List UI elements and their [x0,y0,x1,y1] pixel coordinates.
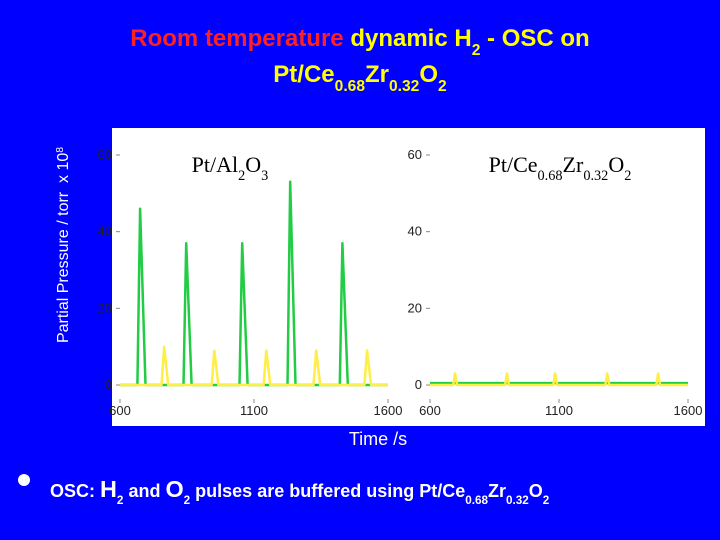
text-part: 0.68 [335,78,366,95]
slide-title: Pt/Ce0.68Zr0.32O2 [273,61,447,95]
bullet-dot [18,474,30,486]
text-part: O [245,152,261,177]
text-part: 2 [543,494,550,507]
x-tick-label: 1600 [674,403,703,418]
data-line [120,180,388,387]
text-part: 2 [184,494,191,507]
text-part: Zr [488,481,506,501]
y-tick-label: 20 [408,300,422,315]
text-part: 3 [261,168,268,184]
text-part: 2 [438,78,447,95]
data-line [430,372,688,387]
y-tick-label: 40 [98,224,112,239]
text-part: O [529,481,543,501]
text-part: Pt/Ce [489,152,538,177]
text-part: - OSC on [480,25,589,52]
y-tick-label: 20 [98,300,112,315]
text-part: Zr [563,152,584,177]
y-tick-label: 0 [105,377,112,392]
text-part: 0.32 [506,494,529,507]
x-tick-label: 600 [419,403,441,418]
x-tick-label: 1600 [374,403,403,418]
text-part: Pt/Ce [273,61,334,88]
text-part: 0.68 [465,494,488,507]
text-part: Partial Pressure / torr x 10 [55,153,72,343]
text-part: 0.32 [389,78,420,95]
x-tick-label: 600 [109,403,131,418]
y-tick-label: 40 [408,224,422,239]
text-part: H [100,476,117,502]
y-tick-label: 0 [415,377,422,392]
panel-title: Pt/Ce0.68Zr0.32O2 [489,152,632,184]
data-line [120,345,388,387]
text-part: 2 [472,42,481,59]
x-tick-label: 1100 [545,403,573,418]
text-part: 2 [238,168,245,184]
y-axis-label: Partial Pressure / torr x 108 [55,147,73,343]
text-part: 0.32 [583,168,608,184]
x-axis-label: Time /s [349,429,407,449]
text-part: pulses are buffered using Pt/Ce [190,481,465,501]
y-tick-label: 60 [98,147,112,162]
text-part: 8 [55,147,66,153]
y-tick-label: 60 [408,147,422,162]
text-part: OSC: [50,481,100,501]
text-part: 0.68 [538,168,563,184]
text-part: 2 [117,494,124,507]
text-part: Room temperature [130,25,343,52]
text-part: Pt/Al [192,152,238,177]
text-part: and [123,481,165,501]
panel-title: Pt/Al2O3 [192,152,269,184]
text-part: O [165,476,183,502]
text-part: 2 [624,168,631,184]
text-part: Zr [365,61,389,88]
text-part: O [419,61,438,88]
text-part: dynamic H [344,25,472,52]
x-tick-label: 1100 [240,403,268,418]
slide-title: Room temperature dynamic H2 - OSC on [130,25,589,59]
text-part: O [608,152,624,177]
bullet-text: OSC: H2 and O2 pulses are buffered using… [50,476,550,507]
